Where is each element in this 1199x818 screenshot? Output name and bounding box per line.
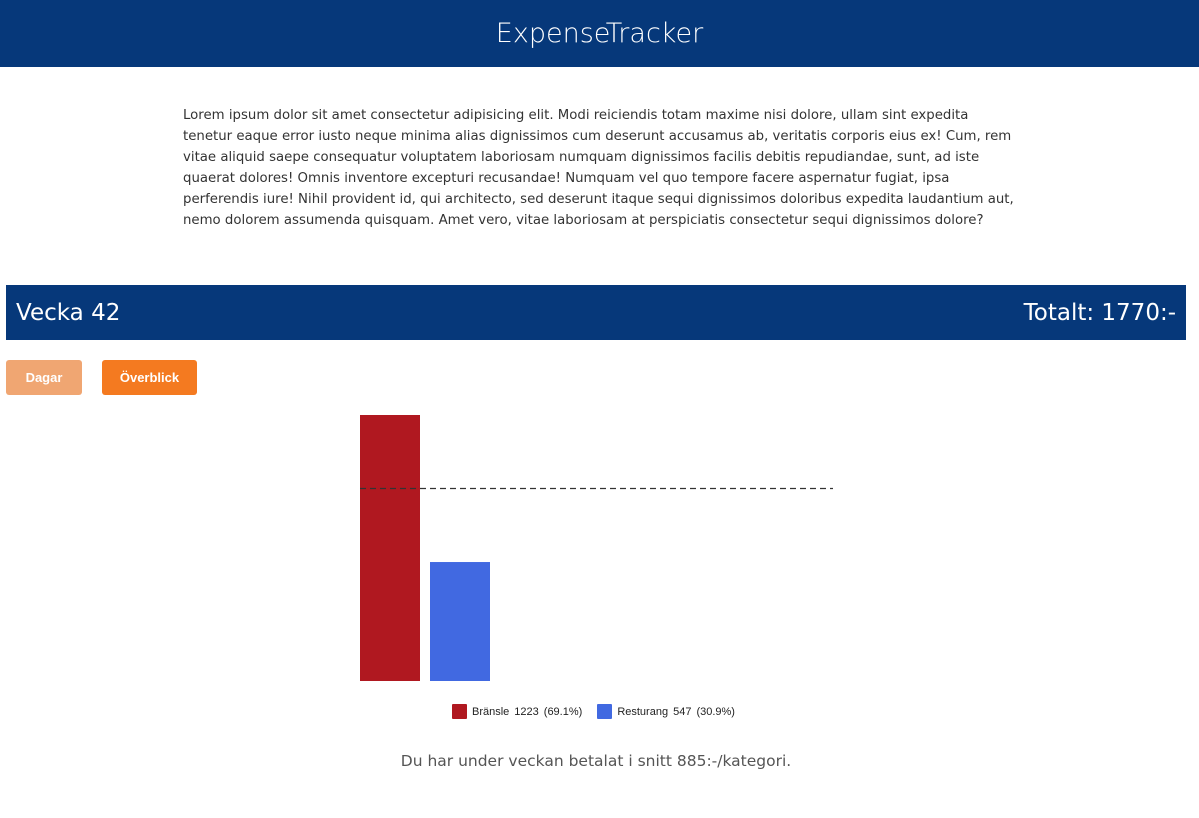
week-bar: Vecka 42 Totalt: 1770:-: [6, 285, 1186, 340]
bar-restaurant: [430, 562, 490, 681]
days-button[interactable]: Dagar: [6, 360, 82, 395]
legend-swatch-restaurant: [597, 704, 613, 719]
legend-percent-restaurant: (30.9%): [696, 705, 735, 718]
intro-text: Lorem ipsum dolor sit amet consectetur a…: [183, 108, 1014, 228]
legend-percent-fuel: (69.1%): [543, 705, 583, 718]
average-summary: Du har under veckan betalat i snitt 885:…: [400, 752, 792, 770]
legend-label-restaurant: Resturang: [617, 705, 669, 718]
legend-swatch-fuel: [452, 704, 467, 719]
overview-button[interactable]: Överblick: [102, 360, 197, 395]
legend-value-fuel: 1223: [514, 705, 539, 718]
legend-value-restaurant: 547: [673, 705, 692, 718]
app-title: ExpenseTracker: [495, 18, 704, 49]
legend-item-fuel[interactable]: Bränsle 1223 (69.1%): [452, 704, 582, 719]
legend-item-restaurant[interactable]: Resturang 547 (30.9%): [597, 704, 735, 719]
legend-label-fuel: Bränsle: [472, 705, 510, 718]
chart-legend: Bränsle 1223 (69.1%) Resturang 547 (30.9…: [452, 704, 750, 719]
week-label: Vecka 42: [16, 299, 121, 326]
week-total: Totalt: 1770:-: [1023, 299, 1176, 326]
app-header: ExpenseTracker: [0, 0, 1199, 67]
bar-fuel: [360, 415, 420, 681]
